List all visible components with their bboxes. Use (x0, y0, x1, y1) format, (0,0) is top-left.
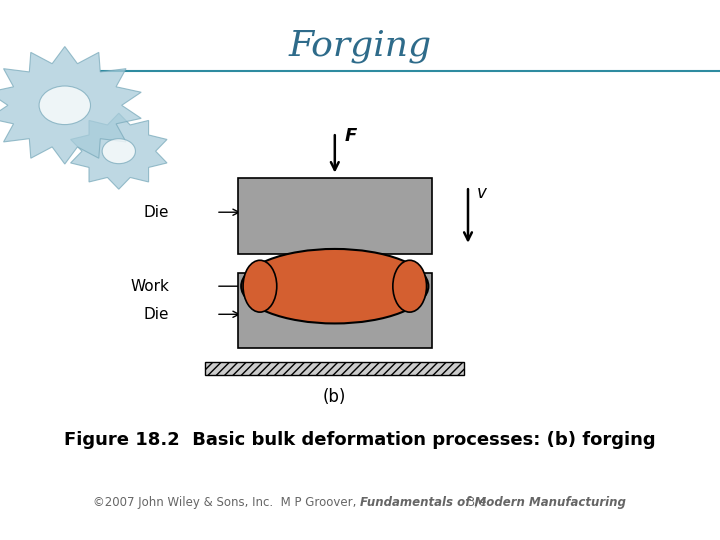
Ellipse shape (243, 260, 276, 312)
Text: ©2007 John Wiley & Sons, Inc.  M P Groover,: ©2007 John Wiley & Sons, Inc. M P Groove… (93, 496, 360, 509)
Text: 3/e: 3/e (464, 496, 487, 509)
Text: Figure 18.2  Basic bulk deformation processes: (b) forging: Figure 18.2 Basic bulk deformation proce… (64, 431, 656, 449)
Text: v: v (477, 184, 487, 201)
Ellipse shape (393, 260, 426, 312)
Bar (205, 362, 464, 375)
Text: Work: Work (130, 279, 169, 294)
Bar (238, 178, 432, 254)
Polygon shape (0, 46, 141, 164)
Text: Die: Die (144, 205, 169, 220)
Circle shape (102, 139, 135, 164)
Text: Die: Die (144, 307, 169, 322)
Text: F: F (344, 127, 356, 145)
Ellipse shape (241, 249, 428, 323)
Polygon shape (71, 113, 167, 189)
Bar (238, 273, 432, 348)
Text: (b): (b) (323, 388, 346, 406)
Text: Fundamentals of Modern Manufacturing: Fundamentals of Modern Manufacturing (360, 496, 626, 509)
Text: Forging: Forging (289, 29, 431, 63)
Circle shape (39, 86, 91, 125)
